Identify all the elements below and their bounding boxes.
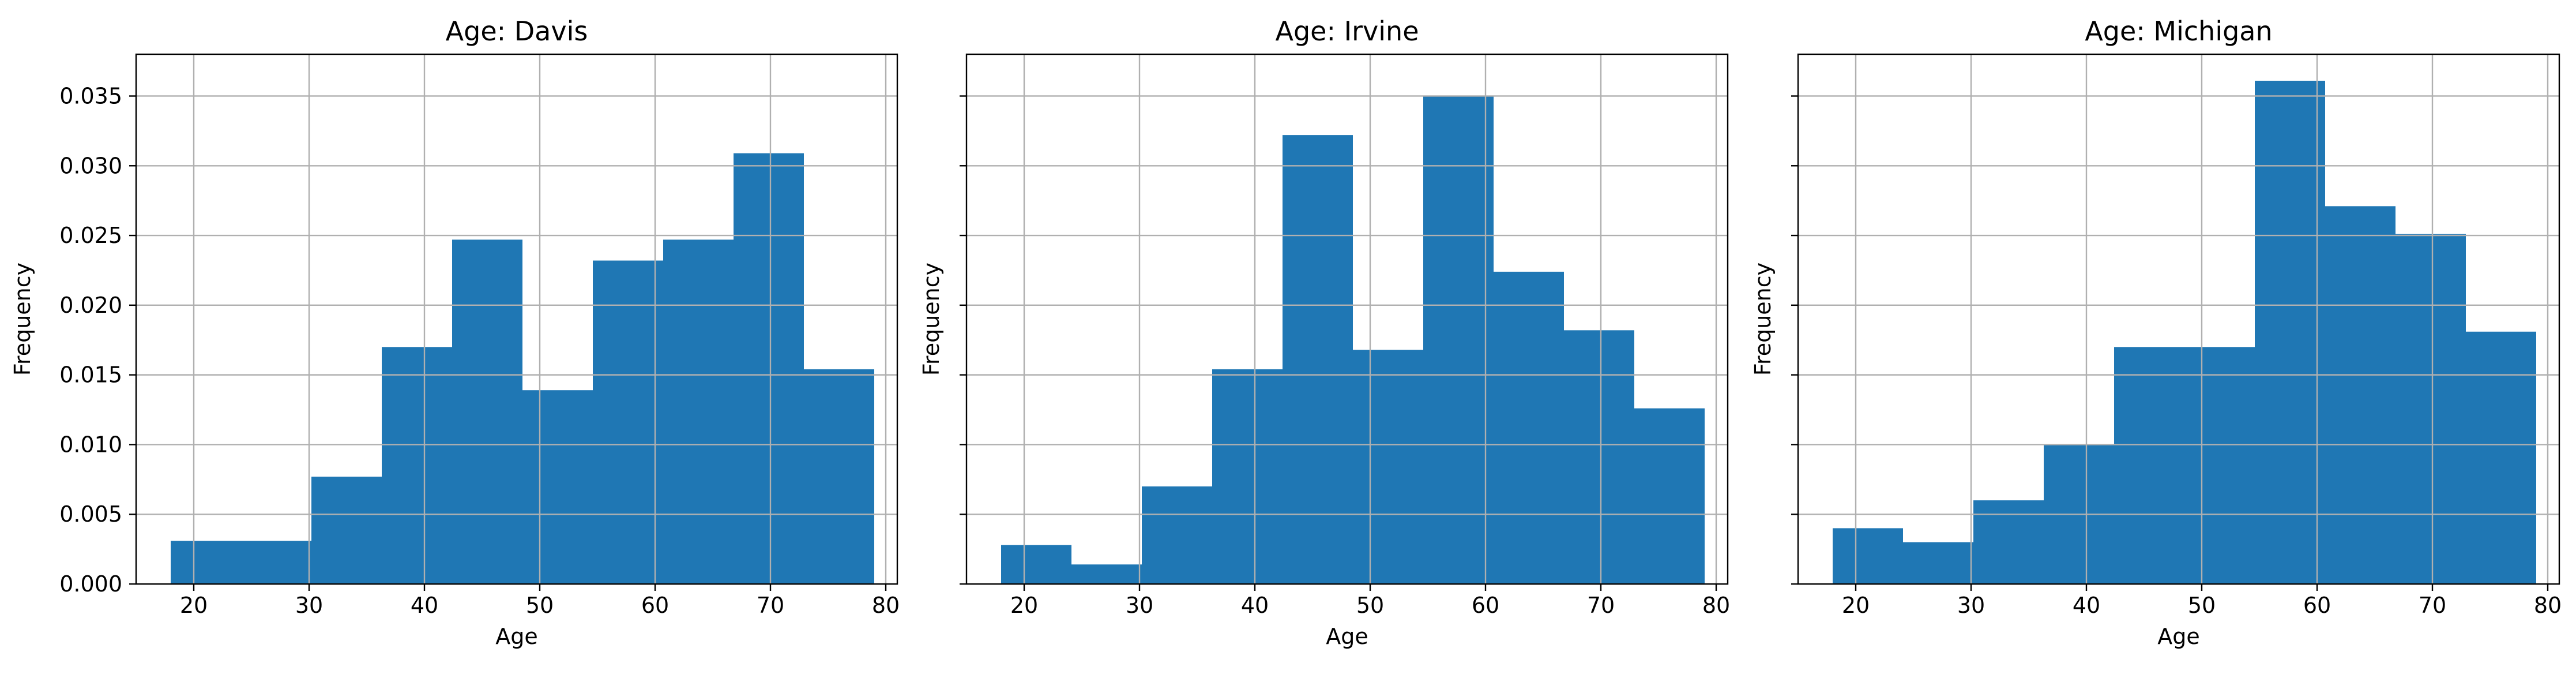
histogram-bar <box>1833 528 1903 584</box>
histogram-bar <box>1903 542 1973 584</box>
y-axis-label: Frequency <box>919 263 944 376</box>
y-tick-label: 0.010 <box>59 432 122 457</box>
x-tick-label: 70 <box>2419 593 2446 618</box>
histogram-bar <box>1142 486 1212 584</box>
histogram-bar <box>1423 96 1494 584</box>
x-tick-label: 70 <box>757 593 784 618</box>
histogram-bar <box>1071 564 1142 584</box>
x-tick-label: 80 <box>1702 593 1730 618</box>
histogram-bar <box>1001 545 1071 584</box>
histogram-bar <box>311 476 382 584</box>
x-tick-label: 20 <box>1010 593 1038 618</box>
chart-panel-3: 20 30 40 50 60 70 80 Age: Michigan Age Frequency <box>1750 16 2562 649</box>
histogram-bar <box>382 347 452 584</box>
axes-frame <box>135 53 898 585</box>
histogram-bar <box>1353 350 1423 584</box>
chart-title: Age: Irvine <box>1275 16 1419 47</box>
y-tick-label: 0.035 <box>59 83 122 108</box>
y-tick-label: 0.025 <box>59 223 122 248</box>
histogram-bar <box>1973 500 2044 584</box>
x-tick-label: 40 <box>1241 593 1269 618</box>
x-tick-label: 60 <box>1472 593 1499 618</box>
x-tick-label: 40 <box>2073 593 2100 618</box>
y-tick-label: 0.015 <box>59 362 122 388</box>
histogram-bar <box>2396 234 2466 584</box>
y-axis-label: Frequency <box>1750 263 1776 376</box>
x-tick-label: 20 <box>180 593 208 618</box>
x-tick-label: 50 <box>2188 593 2216 618</box>
histogram-bar <box>1564 330 1634 584</box>
chart-panel-1: 20 30 40 50 60 70 80 0.000 0.005 0.010 0.015 0.020 0… <box>10 16 900 649</box>
histogram-bar <box>1494 271 1564 584</box>
x-tick-label: 80 <box>2534 593 2562 618</box>
x-tick-label: 50 <box>1356 593 1384 618</box>
x-tick-label: 80 <box>872 593 900 618</box>
histogram-bar <box>2255 80 2325 584</box>
chart-title: Age: Davis <box>446 16 588 47</box>
x-tick-label: 50 <box>526 593 554 618</box>
x-tick-label: 30 <box>1126 593 1153 618</box>
histogram-bar <box>804 369 874 584</box>
histogram-bar <box>1212 369 1283 584</box>
x-tick-label: 20 <box>1842 593 1870 618</box>
histogram-bar <box>522 390 593 584</box>
x-tick-label: 40 <box>411 593 438 618</box>
x-axis-label: Age <box>1326 624 1368 649</box>
histogram-bar <box>593 260 663 584</box>
histogram-bar <box>241 541 311 584</box>
x-axis-label: Age <box>495 624 538 649</box>
x-tick-label: 30 <box>295 593 323 618</box>
x-tick-label: 60 <box>641 593 669 618</box>
y-tick-label: 0.005 <box>59 501 122 527</box>
histogram-bar <box>2325 206 2396 584</box>
y-tick-label: 0.030 <box>59 153 122 178</box>
histogram-bar <box>2184 347 2255 584</box>
histogram-bar <box>734 153 804 584</box>
x-tick-label: 60 <box>2303 593 2331 618</box>
histogram-bar <box>663 239 734 584</box>
y-tick-label: 0.020 <box>59 293 122 318</box>
histogram-bar <box>1283 135 1353 584</box>
x-tick-label: 30 <box>1957 593 1985 618</box>
y-axis-label: Frequency <box>10 263 35 376</box>
x-tick-label: 70 <box>1587 593 1615 618</box>
histogram-bar <box>452 239 522 584</box>
histogram-bar <box>2114 347 2184 584</box>
chart-title: Age: Michigan <box>2085 16 2272 47</box>
histogram-bar <box>171 541 241 584</box>
chart-panel-2: 20 30 40 50 60 70 80 Age: Irvine Age Frequency <box>919 16 1730 649</box>
axes-frame <box>1797 53 2560 585</box>
axes-frame <box>965 53 1729 585</box>
x-axis-label: Age <box>2157 624 2200 649</box>
y-tick-label: 0.000 <box>59 571 122 597</box>
histogram-bar <box>1634 408 1705 584</box>
histogram-bar <box>2466 331 2536 584</box>
